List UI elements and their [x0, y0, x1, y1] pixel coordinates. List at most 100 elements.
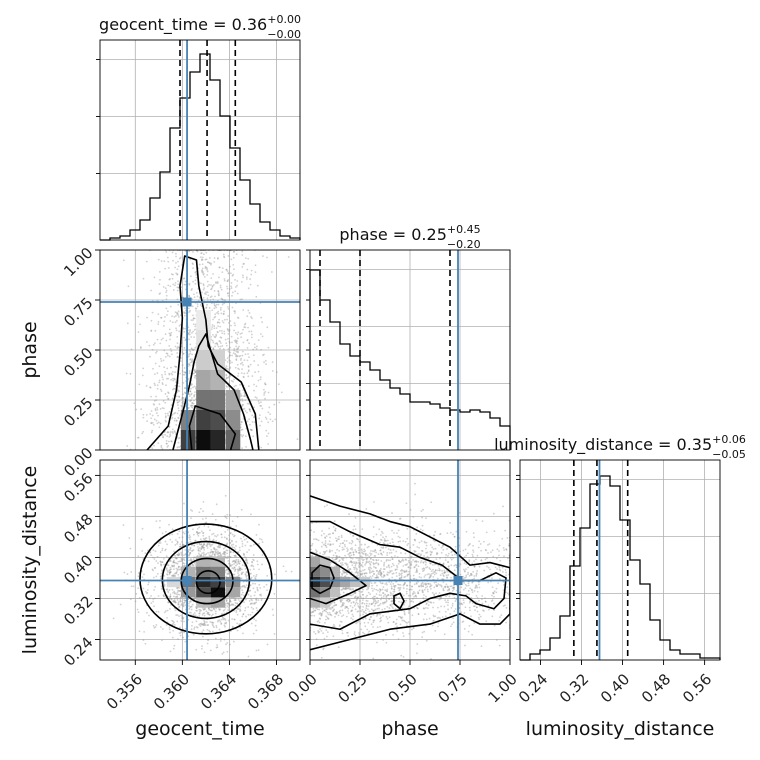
sample-point [206, 273, 209, 276]
sample-point [361, 608, 364, 611]
sample-point [311, 522, 313, 524]
sample-point [252, 565, 255, 568]
sample-point [202, 547, 205, 549]
sample-point [194, 282, 197, 285]
sample-point [225, 543, 228, 546]
sample-point [189, 390, 192, 393]
sample-point [188, 559, 191, 562]
sample-point [172, 432, 174, 434]
sample-point [256, 586, 259, 589]
sample-point [165, 377, 168, 380]
sample-point [231, 274, 234, 277]
sample-point [184, 371, 187, 374]
sample-point [388, 578, 391, 580]
sample-point [243, 395, 245, 398]
sample-point [174, 557, 177, 559]
sample-point [446, 561, 449, 563]
sample-point [251, 611, 254, 614]
sample-point [162, 435, 164, 438]
sample-point [169, 338, 171, 341]
sample-point [220, 533, 223, 536]
sample-point [166, 256, 169, 259]
sample-point [235, 286, 237, 288]
sample-point [237, 570, 239, 573]
sample-point [188, 370, 191, 372]
sample-point [218, 609, 221, 611]
sample-point [217, 303, 220, 306]
sample-point [188, 364, 191, 367]
sample-point [280, 391, 283, 394]
density-cell [196, 390, 211, 410]
sample-point [183, 599, 186, 602]
sample-point [231, 625, 234, 628]
sample-point [355, 570, 358, 573]
sample-point [218, 552, 221, 555]
sample-point [174, 431, 176, 434]
sample-point [168, 573, 171, 576]
sample-point [169, 320, 172, 322]
sample-point [137, 436, 140, 439]
sample-point [244, 573, 247, 575]
sample-point [175, 557, 178, 560]
sample-point [195, 531, 198, 534]
sample-point [234, 279, 236, 281]
sample-point [148, 614, 150, 617]
sample-point [240, 434, 243, 436]
sample-point [163, 574, 165, 577]
sample-point [166, 412, 169, 415]
sample-point [259, 376, 262, 379]
sample-point [200, 622, 203, 625]
sample-point [237, 351, 239, 354]
sample-point [267, 421, 269, 424]
sample-point [193, 372, 196, 375]
sample-point [176, 268, 179, 271]
sample-point [461, 603, 464, 606]
sample-point [221, 332, 224, 335]
sample-point [327, 543, 329, 546]
sample-point [248, 599, 251, 602]
sample-point [235, 384, 237, 387]
sample-point [241, 254, 244, 256]
sample-point [171, 565, 174, 568]
sample-point [203, 651, 206, 654]
sample-point [230, 285, 232, 288]
sample-point [158, 283, 161, 286]
sample-point [176, 342, 179, 345]
sample-point [171, 251, 174, 254]
sample-point [200, 252, 203, 255]
sample-point [449, 613, 452, 615]
sample-point [178, 586, 180, 589]
sample-point [165, 251, 168, 253]
sample-point [257, 379, 260, 382]
sample-point [193, 628, 196, 630]
sample-point [226, 361, 229, 363]
sample-point [258, 568, 260, 571]
sample-point [210, 288, 212, 291]
sample-point [234, 604, 237, 607]
sample-point [501, 566, 504, 569]
sample-point [174, 384, 177, 387]
sample-point [247, 257, 250, 260]
sample-point [443, 569, 446, 572]
sample-point [206, 547, 209, 549]
sample-point [249, 589, 251, 592]
sample-point [235, 359, 238, 362]
sample-point [225, 377, 228, 379]
sample-point [220, 623, 223, 625]
sample-point [227, 255, 230, 257]
sample-point [126, 322, 129, 325]
sample-point [233, 385, 236, 388]
sample-point [194, 562, 196, 565]
sample-point [226, 318, 228, 321]
sample-point [174, 321, 177, 324]
sample-point [197, 532, 200, 535]
sample-point [231, 341, 233, 344]
sample-point [182, 604, 185, 607]
sample-point [215, 303, 218, 306]
sample-point [237, 367, 239, 370]
sample-point [176, 286, 179, 289]
sample-point [244, 257, 247, 260]
sample-point [178, 315, 180, 318]
sample-point [220, 306, 222, 309]
sample-point [184, 387, 186, 389]
